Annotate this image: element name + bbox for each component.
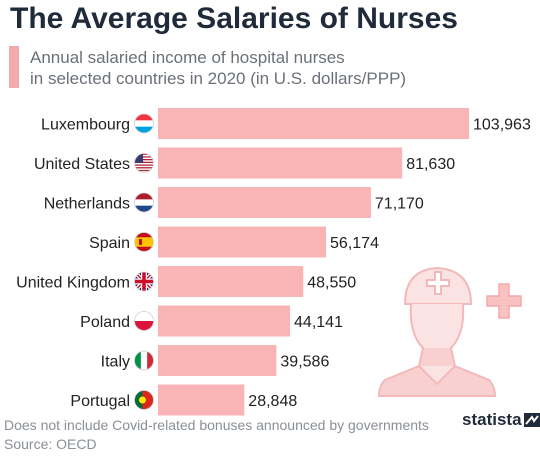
category-label: Portugal — [70, 393, 130, 410]
united-states-flag-icon — [134, 153, 154, 173]
bar-portugal — [158, 384, 245, 416]
spain-flag-icon — [134, 232, 154, 252]
category-label: United States — [34, 156, 130, 173]
portugal-flag-icon — [134, 390, 154, 410]
value-label: 39,586 — [280, 354, 329, 371]
bar-italy — [158, 345, 277, 376]
category-label: United Kingdom — [16, 275, 130, 292]
chart-subtitle: Annual salaried income of hospital nurse… — [30, 47, 520, 89]
statista-logo: statista — [462, 410, 540, 430]
category-label: Italy — [101, 354, 130, 371]
value-label: 44,141 — [294, 314, 343, 331]
subtitle-line-1: Annual salaried income of hospital nurse… — [30, 48, 345, 67]
category-label: Spain — [89, 235, 130, 252]
footnote: Does not include Covid-related bonuses a… — [4, 417, 429, 433]
value-label: 103,963 — [473, 117, 531, 134]
bar-poland — [158, 305, 291, 337]
italy-flag-icon — [134, 350, 154, 371]
category-label: Netherlands — [44, 196, 130, 213]
bar-spain — [158, 226, 327, 258]
nurse-illustration-icon — [377, 266, 522, 397]
value-label: 28,848 — [248, 393, 297, 410]
luxembourg-flag-icon — [134, 113, 154, 134]
category-label: Luxembourg — [41, 117, 130, 134]
poland-flag-icon — [134, 311, 154, 331]
subtitle-line-2: in selected countries in 2020 (in U.S. d… — [30, 69, 407, 88]
brand-text: statista — [462, 410, 522, 429]
bar-luxembourg — [158, 108, 469, 139]
value-label: 56,174 — [330, 235, 379, 252]
statista-mark-icon — [523, 413, 540, 427]
value-label: 48,550 — [307, 275, 356, 292]
chart-title: The Average Salaries of Nurses — [10, 2, 458, 35]
category-label: Poland — [80, 314, 130, 331]
bar-netherlands — [158, 187, 371, 218]
bar-united-kingdom — [158, 266, 304, 297]
subtitle-accent-bar — [9, 46, 19, 88]
bar-united-states — [158, 147, 403, 179]
netherlands-flag-icon — [134, 192, 154, 213]
value-label: 71,170 — [375, 196, 424, 213]
value-label: 81,630 — [406, 156, 455, 173]
source-note: Source: OECD — [4, 436, 97, 452]
united-kingdom-flag-icon — [134, 271, 154, 292]
